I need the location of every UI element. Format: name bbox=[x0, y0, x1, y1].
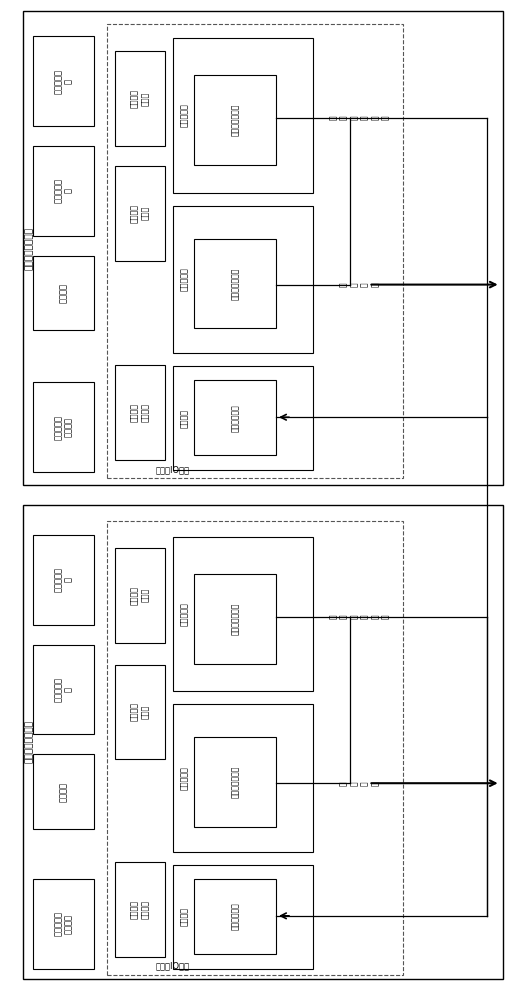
FancyBboxPatch shape bbox=[33, 645, 94, 734]
FancyBboxPatch shape bbox=[115, 862, 165, 957]
Text: 板卡驱动程
序: 板卡驱动程 序 bbox=[54, 677, 73, 702]
FancyBboxPatch shape bbox=[107, 24, 403, 478]
Text: 视音频播出
应用程序: 视音频播出 应用程序 bbox=[54, 911, 73, 936]
Text: 视音频播出服务器: 视音频播出服务器 bbox=[25, 720, 34, 763]
Text: 信号输入接口: 信号输入接口 bbox=[230, 902, 239, 930]
Text: 板卡硬件
缓存区: 板卡硬件 缓存区 bbox=[130, 702, 150, 721]
FancyBboxPatch shape bbox=[22, 11, 503, 485]
FancyBboxPatch shape bbox=[173, 865, 313, 969]
Text: 主播出通道: 主播出通道 bbox=[180, 268, 189, 291]
Text: 信号输入接口: 信号输入接口 bbox=[230, 404, 239, 432]
Text: 视音频IO板卡: 视音频IO板卡 bbox=[156, 465, 190, 474]
Text: 备
份
播
出
信
号: 备 份 播 出 信 号 bbox=[329, 614, 390, 619]
Text: 视音频播出
应用程序: 视音频播出 应用程序 bbox=[54, 415, 73, 440]
Text: 板卡硬件
存储器: 板卡硬件 存储器 bbox=[130, 89, 150, 108]
Text: 故障检测装
置: 故障检测装 置 bbox=[54, 567, 73, 592]
Text: 板卡硬件
控制模块: 板卡硬件 控制模块 bbox=[130, 403, 150, 422]
Text: 播
出
信
号: 播 出 信 号 bbox=[339, 781, 380, 786]
FancyBboxPatch shape bbox=[194, 574, 276, 664]
Text: 备播出通道: 备播出通道 bbox=[180, 602, 189, 626]
FancyBboxPatch shape bbox=[33, 879, 94, 969]
FancyBboxPatch shape bbox=[194, 879, 276, 954]
FancyBboxPatch shape bbox=[33, 382, 94, 472]
FancyBboxPatch shape bbox=[115, 665, 165, 759]
Text: 板卡硬件
缓存区: 板卡硬件 缓存区 bbox=[130, 204, 150, 223]
Text: 操作系统: 操作系统 bbox=[59, 782, 68, 802]
FancyBboxPatch shape bbox=[194, 737, 276, 827]
Text: 采集通道: 采集通道 bbox=[180, 409, 189, 428]
FancyBboxPatch shape bbox=[107, 521, 403, 975]
Text: 板卡硬件
控制模块: 板卡硬件 控制模块 bbox=[130, 900, 150, 919]
Text: 主播出通道: 主播出通道 bbox=[180, 766, 189, 790]
FancyBboxPatch shape bbox=[33, 146, 94, 236]
FancyBboxPatch shape bbox=[115, 51, 165, 146]
Text: 视音频播出服务器: 视音频播出服务器 bbox=[25, 227, 34, 270]
FancyBboxPatch shape bbox=[173, 38, 313, 193]
Text: 板卡驱动程
序: 板卡驱动程 序 bbox=[54, 178, 73, 203]
Text: 信号主输出端口: 信号主输出端口 bbox=[230, 766, 239, 798]
Text: 操作系统: 操作系统 bbox=[59, 283, 68, 303]
FancyBboxPatch shape bbox=[173, 366, 313, 470]
Text: 播
出
信
号: 播 出 信 号 bbox=[339, 282, 380, 287]
FancyBboxPatch shape bbox=[115, 548, 165, 643]
Text: 信号主输出端口: 信号主输出端口 bbox=[230, 267, 239, 300]
Text: 故障检测装
置: 故障检测装 置 bbox=[54, 69, 73, 94]
FancyBboxPatch shape bbox=[194, 239, 276, 328]
Text: 采集通道: 采集通道 bbox=[180, 907, 189, 926]
Text: 视音频IO板卡: 视音频IO板卡 bbox=[156, 962, 190, 971]
FancyBboxPatch shape bbox=[33, 535, 94, 625]
FancyBboxPatch shape bbox=[33, 36, 94, 126]
FancyBboxPatch shape bbox=[173, 537, 313, 691]
FancyBboxPatch shape bbox=[115, 166, 165, 261]
Text: 信号备输出端口: 信号备输出端口 bbox=[230, 602, 239, 635]
Text: 备
份
播
出
信
号: 备 份 播 出 信 号 bbox=[329, 116, 390, 120]
Text: 板卡硬件
存储器: 板卡硬件 存储器 bbox=[130, 586, 150, 605]
Text: 信号备输出端口: 信号备输出端口 bbox=[230, 104, 239, 136]
Text: 备播出通道: 备播出通道 bbox=[180, 104, 189, 127]
FancyBboxPatch shape bbox=[194, 75, 276, 165]
FancyBboxPatch shape bbox=[173, 206, 313, 353]
FancyBboxPatch shape bbox=[173, 704, 313, 852]
FancyBboxPatch shape bbox=[22, 505, 503, 979]
FancyBboxPatch shape bbox=[115, 365, 165, 460]
FancyBboxPatch shape bbox=[33, 256, 94, 330]
FancyBboxPatch shape bbox=[33, 754, 94, 829]
FancyBboxPatch shape bbox=[194, 380, 276, 455]
